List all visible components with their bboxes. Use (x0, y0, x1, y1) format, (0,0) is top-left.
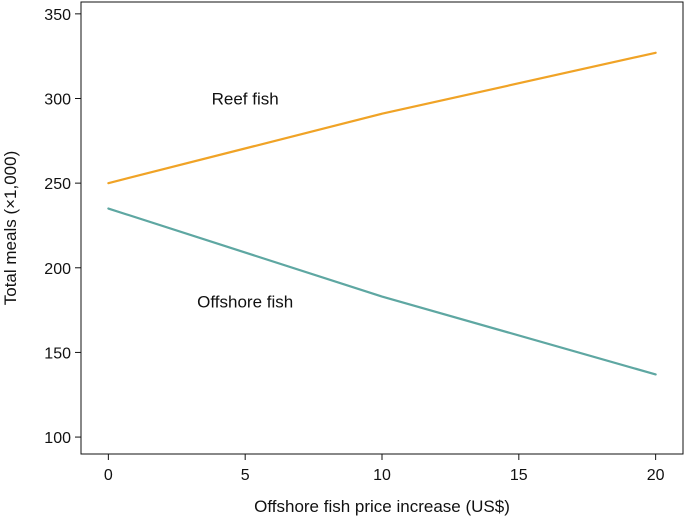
x-tick-label: 5 (241, 467, 250, 484)
series-lines (107, 51, 657, 376)
y-tick-label: 100 (44, 430, 71, 447)
x-axis-title: Offshore fish price increase (US$) (254, 497, 510, 516)
y-tick-label: 300 (44, 91, 71, 108)
series-line-offshore-fish (107, 207, 657, 376)
series-labels: Reef fish Offshore fish (197, 89, 293, 311)
x-axis: 0 5 10 15 20 (104, 454, 665, 484)
y-tick-label: 150 (44, 345, 71, 362)
series-line-reef-fish (107, 51, 657, 185)
x-tick-label: 20 (647, 467, 665, 484)
x-tick-label: 15 (510, 467, 528, 484)
series-label-offshore-fish: Offshore fish (197, 293, 293, 312)
y-axis: 100 150 200 250 300 350 (44, 7, 81, 447)
y-tick-label: 350 (44, 7, 71, 24)
series-label-reef-fish: Reef fish (212, 89, 279, 108)
x-tick-label: 0 (104, 467, 113, 484)
y-tick-label: 200 (44, 261, 71, 278)
x-tick-label: 10 (373, 467, 391, 484)
y-tick-label: 250 (44, 176, 71, 193)
y-axis-title: Total meals (×1,000) (1, 151, 20, 306)
